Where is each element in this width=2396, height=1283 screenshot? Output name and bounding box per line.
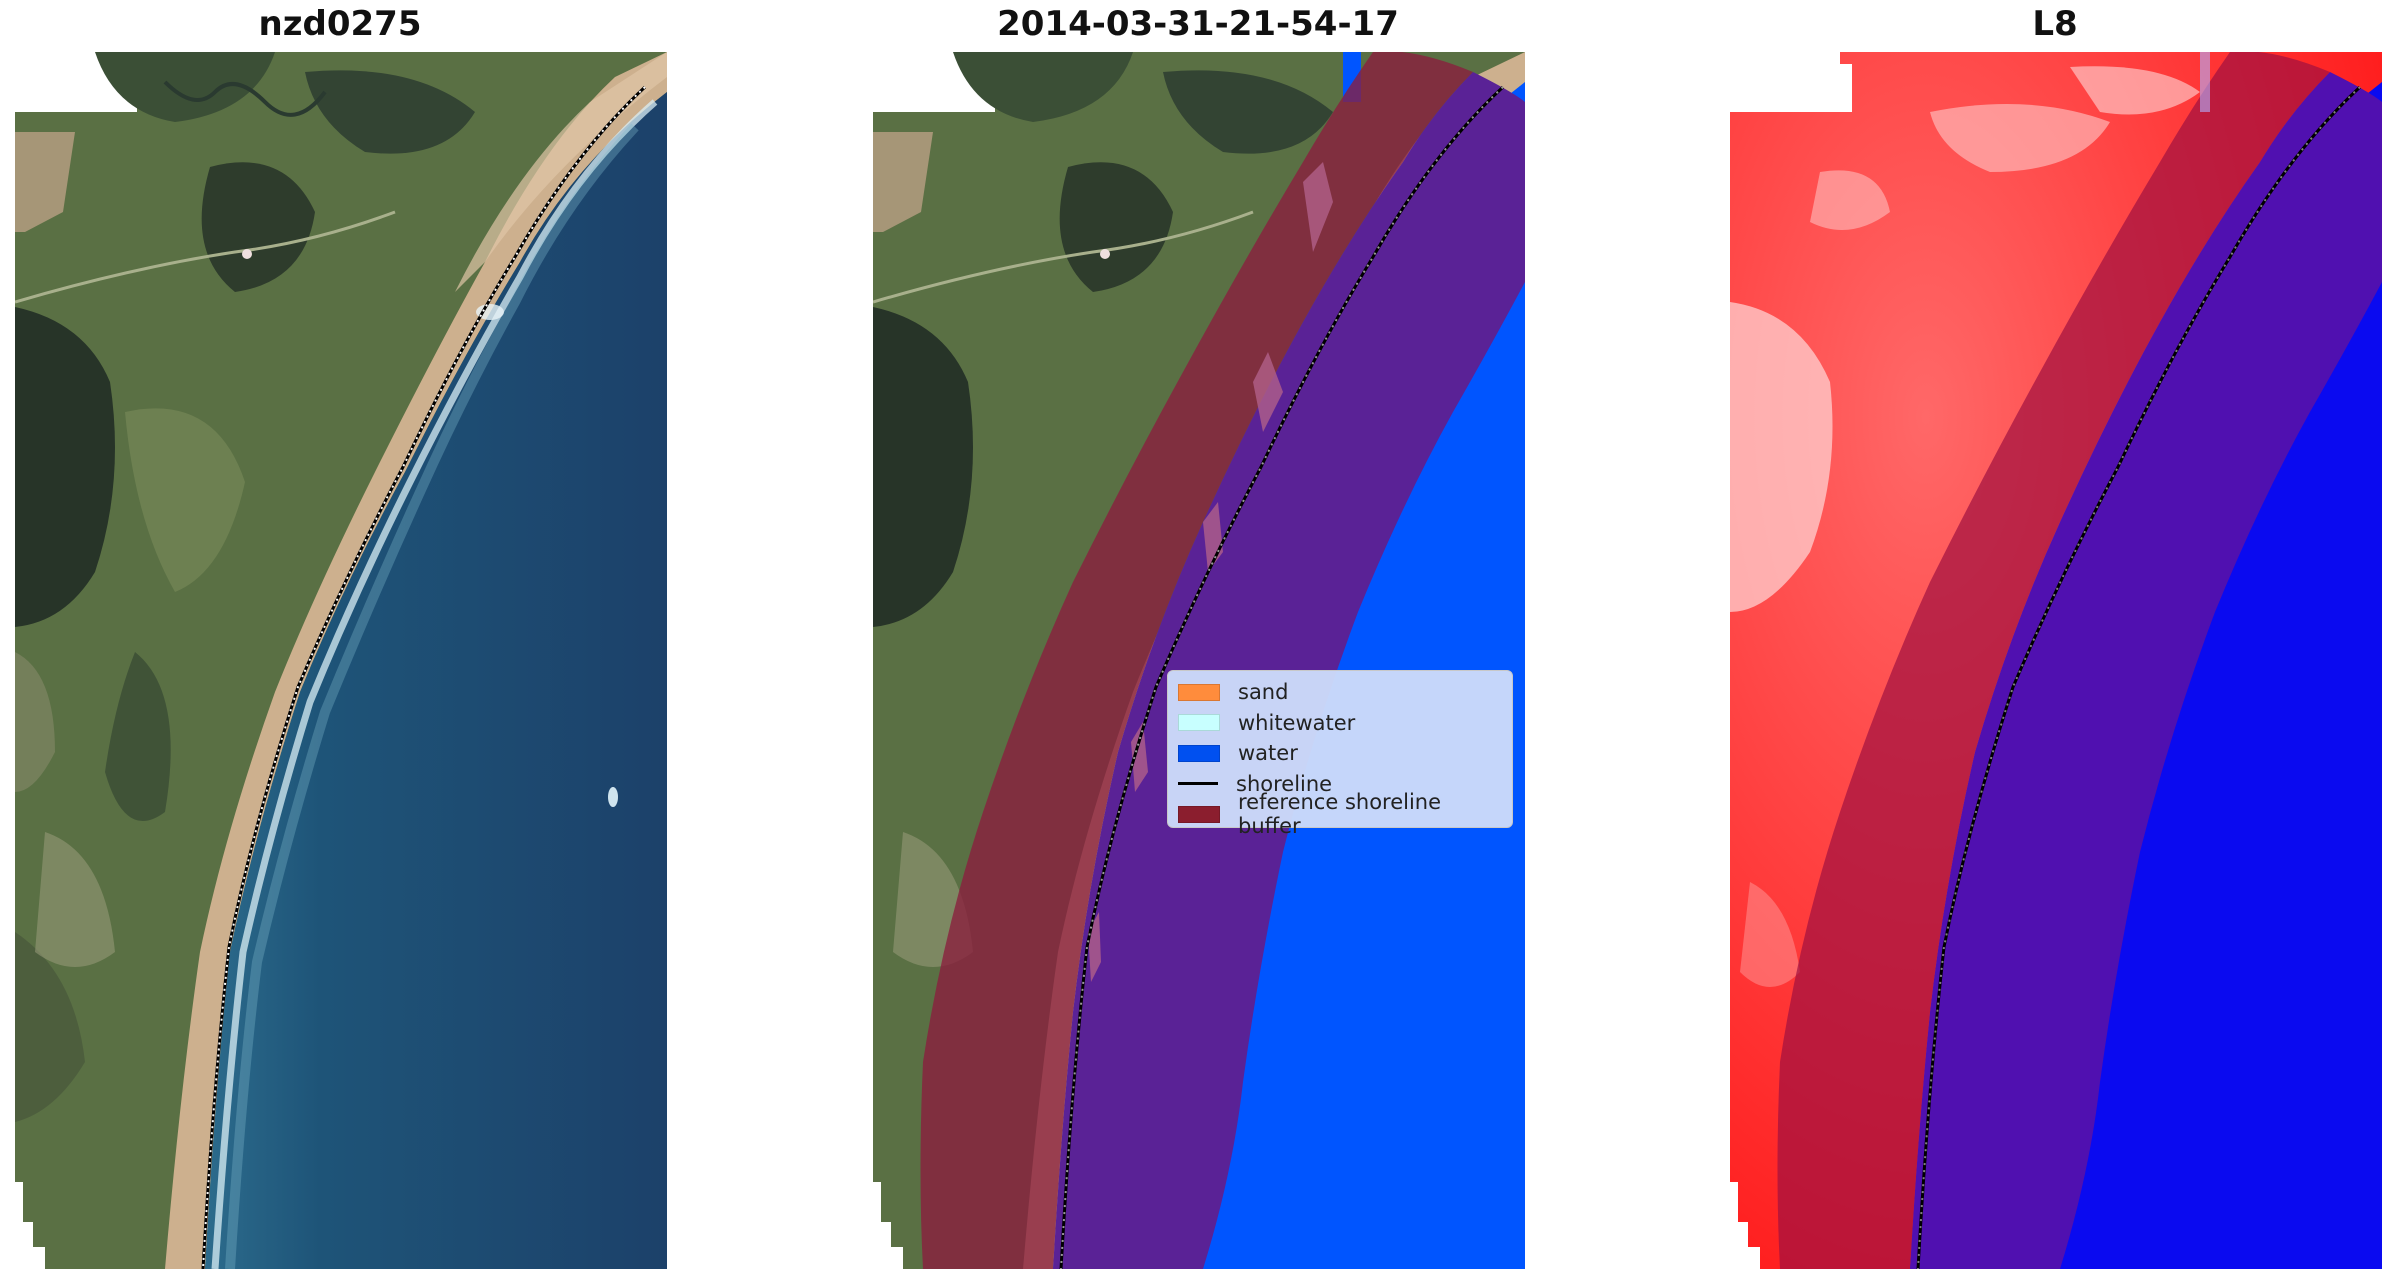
legend: sand whitewater water shoreline referenc…	[1167, 670, 1513, 838]
legend-label-whitewater: whitewater	[1238, 710, 1356, 735]
classified-panel	[873, 52, 1525, 1269]
legend-label-buffer: reference shoreline buffer	[1238, 790, 1442, 839]
legend-item-sand: sand	[1178, 677, 1502, 708]
legend-swatch-shoreline	[1178, 782, 1218, 786]
panel-title-1: nzd0275	[258, 4, 422, 44]
sea-area	[205, 92, 667, 1269]
nodata-bottom-left	[15, 1182, 45, 1269]
legend-item-water: water	[1178, 738, 1502, 769]
panel-title-3: L8	[2032, 4, 2078, 44]
legend-item-whitewater: whitewater	[1178, 708, 1502, 739]
rgb-satellite-panel	[15, 52, 667, 1269]
legend-swatch-sand	[1178, 683, 1220, 701]
legend-item-buffer: reference shoreline buffer	[1178, 790, 1502, 838]
reference-shoreline-buffer	[920, 52, 1473, 1269]
index-panel	[1730, 52, 2382, 1269]
legend-label-water: water	[1238, 741, 1298, 766]
bright-patch	[1730, 302, 1833, 612]
legend-label-sand: sand	[1238, 680, 1289, 705]
legend-swatch-water	[1178, 744, 1220, 762]
forest-patch	[15, 307, 115, 627]
surf-zone	[211, 99, 658, 1269]
legend-swatch-whitewater	[1178, 714, 1220, 732]
legend-item-shoreline: shoreline	[1178, 769, 1502, 800]
panel-title-2: 2014-03-31-21-54-17	[997, 4, 1399, 44]
legend-swatch-buffer	[1178, 805, 1220, 823]
legend-label-shoreline: shoreline	[1236, 771, 1333, 796]
